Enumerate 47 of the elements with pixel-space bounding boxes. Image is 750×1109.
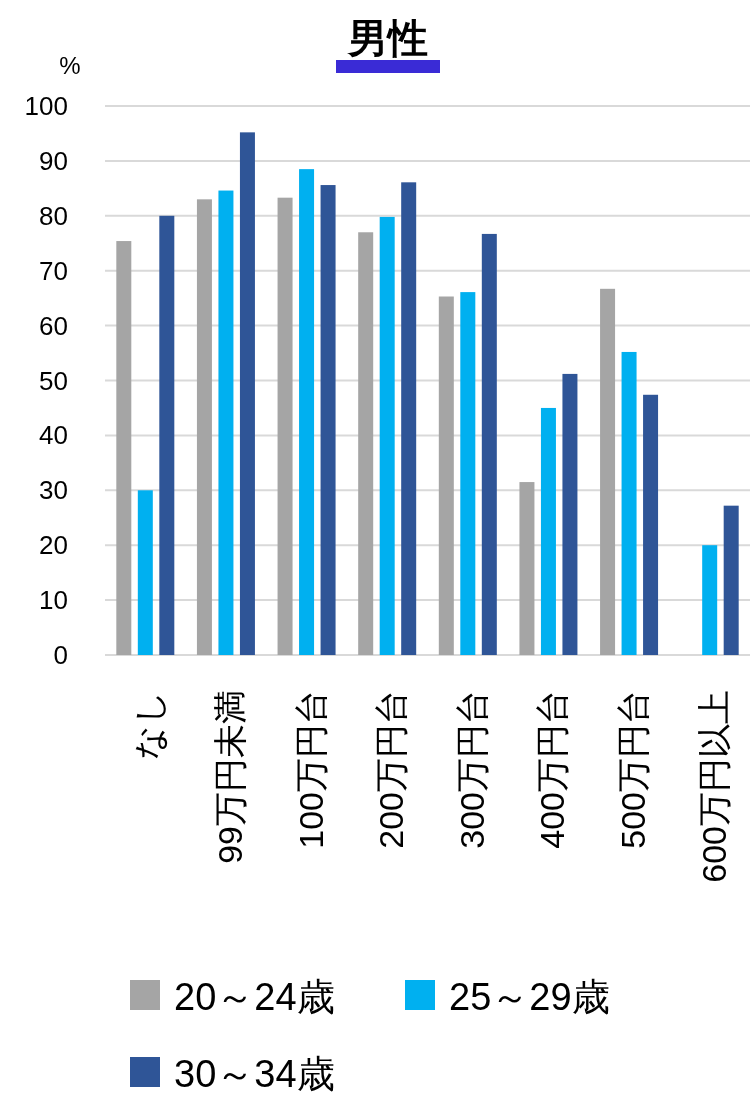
y-tick-label: 90 [39, 145, 68, 176]
legend-label: 25～29歳 [449, 976, 610, 1018]
bar [116, 241, 132, 655]
x-tick-label: なし [130, 690, 169, 760]
x-tick-label: 500万円台 [614, 690, 653, 849]
bar [196, 199, 212, 655]
y-tick-label: 30 [39, 475, 68, 506]
bar [438, 296, 454, 655]
bar [702, 545, 718, 655]
bar [159, 215, 175, 655]
bar [137, 490, 153, 655]
y-axis-title: % [59, 52, 81, 79]
bar [401, 182, 417, 655]
y-tick-label: 0 [53, 640, 68, 670]
bar [540, 407, 556, 655]
bar [358, 232, 374, 655]
bar [320, 185, 336, 655]
y-tick-label: 10 [39, 585, 68, 616]
y-tick-label: 100 [24, 91, 68, 121]
y-tick-label: 80 [39, 200, 68, 231]
bar [277, 197, 293, 655]
legend-label: 20～24歳 [174, 976, 335, 1018]
bar [600, 288, 616, 655]
bar [239, 132, 255, 655]
bar [299, 169, 315, 655]
bar [723, 505, 739, 655]
x-tick-label: 99万円未満 [210, 690, 249, 864]
x-tick-label: 400万円台 [533, 690, 572, 849]
bar [218, 190, 234, 655]
bar [562, 373, 578, 655]
x-tick-label: 300万円台 [452, 690, 491, 849]
y-tick-label: 20 [39, 530, 68, 561]
x-tick-label: 200万円台 [372, 690, 411, 849]
legend-label: 30～34歳 [174, 1053, 335, 1095]
bar [621, 351, 637, 655]
y-tick-label: 40 [39, 420, 68, 451]
bar [460, 292, 476, 655]
y-tick-label: 60 [39, 310, 68, 341]
bar [519, 482, 535, 655]
bar [379, 216, 395, 655]
x-tick-label: 100万円台 [291, 690, 330, 849]
y-tick-label: 70 [39, 255, 68, 286]
bar [481, 233, 497, 655]
x-tick-label: 600万円以上 [694, 690, 733, 883]
bar [643, 394, 659, 655]
chart-title: 男性 [347, 16, 428, 60]
y-tick-label: 50 [39, 365, 68, 396]
